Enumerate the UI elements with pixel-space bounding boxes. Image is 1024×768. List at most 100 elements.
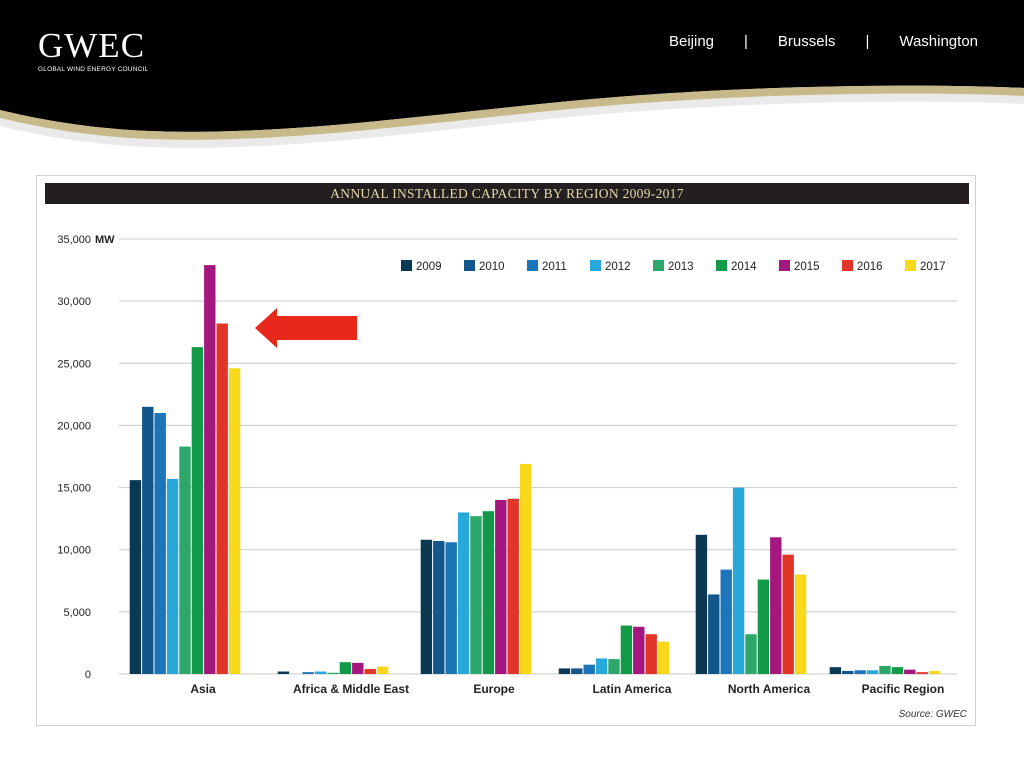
bar-europe-2016 bbox=[507, 498, 519, 674]
chart-panel: ANNUAL INSTALLED CAPACITY BY REGION 2009… bbox=[36, 175, 976, 726]
legend-swatch bbox=[842, 260, 853, 271]
bar-africa-middle-east-2011 bbox=[302, 672, 314, 674]
bar-latin-america-2015 bbox=[633, 626, 645, 674]
bar-chart: 0 5,000 10,000 15,000 20,000 25,000 30,000 35,0… bbox=[57, 234, 957, 696]
bar-asia-2016 bbox=[216, 323, 228, 674]
y-tick-label: 15,000 bbox=[57, 483, 91, 495]
bar-latin-america-2013 bbox=[608, 659, 620, 674]
bar-pacific-region-2009 bbox=[829, 667, 842, 674]
legend-label: 2016 bbox=[857, 261, 883, 273]
legend-label: 2017 bbox=[920, 261, 946, 273]
nav-item-brussels[interactable]: Brussels bbox=[777, 33, 836, 50]
bar-europe-2013 bbox=[470, 516, 482, 674]
bar-asia-2017 bbox=[228, 368, 241, 674]
legend-swatch bbox=[905, 260, 916, 271]
bar-north-america-2013 bbox=[745, 634, 757, 674]
y-tick-label: 5,000 bbox=[63, 607, 91, 619]
bar-asia-2010 bbox=[142, 406, 154, 674]
legend-label: 2011 bbox=[542, 261, 567, 273]
y-tick-label: 25,000 bbox=[57, 358, 91, 370]
x-category-label: North America bbox=[728, 682, 811, 696]
bar-africa-middle-east-2009 bbox=[277, 671, 290, 674]
bar-africa-middle-east-2012 bbox=[314, 671, 327, 674]
legend-swatch bbox=[653, 260, 664, 271]
nav-separator: | bbox=[744, 33, 748, 50]
bar-europe-2012 bbox=[457, 512, 470, 674]
legend-swatch bbox=[716, 260, 727, 271]
bar-north-america-2015 bbox=[770, 537, 782, 674]
bar-europe-2011 bbox=[445, 542, 457, 674]
legend-label: 2014 bbox=[731, 261, 757, 273]
x-category-label: Africa & Middle East bbox=[293, 682, 409, 696]
y-tick-label: 20,000 bbox=[57, 420, 91, 432]
x-category-label: Pacific Region bbox=[862, 682, 945, 696]
bar-pacific-region-2013 bbox=[879, 665, 891, 674]
bar-africa-middle-east-2015 bbox=[352, 662, 364, 674]
bar-north-america-2016 bbox=[782, 554, 794, 674]
bar-pacific-region-2014 bbox=[891, 667, 904, 674]
nav-item-washington[interactable]: Washington bbox=[899, 33, 978, 50]
legend-swatch bbox=[401, 260, 412, 271]
y-tick-label: 30,000 bbox=[57, 296, 91, 308]
bar-latin-america-2011 bbox=[583, 664, 595, 674]
y-tick-label: 10,000 bbox=[57, 545, 91, 557]
y-axis-unit: MW bbox=[95, 234, 115, 246]
bar-latin-america-2010 bbox=[571, 668, 583, 674]
bar-pacific-region-2017 bbox=[928, 670, 941, 674]
legend-label: 2015 bbox=[794, 261, 820, 273]
bar-europe-2014 bbox=[482, 511, 495, 674]
bar-north-america-2012 bbox=[732, 487, 745, 674]
y-tick-label: 0 bbox=[85, 669, 91, 681]
bar-north-america-2011 bbox=[720, 569, 732, 674]
logo-wordmark: GWEC bbox=[38, 26, 146, 65]
legend-swatch bbox=[590, 260, 601, 271]
bar-europe-2009 bbox=[420, 539, 433, 674]
bar-pacific-region-2012 bbox=[866, 670, 879, 674]
bar-latin-america-2012 bbox=[595, 658, 608, 674]
bar-north-america-2010 bbox=[708, 594, 720, 674]
logo-subtitle: GLOBAL WIND ENERGY COUNCIL bbox=[38, 66, 149, 73]
bar-africa-middle-east-2017 bbox=[376, 666, 389, 674]
x-category-label: Europe bbox=[473, 682, 515, 696]
header-banner bbox=[0, 0, 1024, 148]
bar-africa-middle-east-2013 bbox=[327, 672, 339, 674]
legend-swatch bbox=[527, 260, 538, 271]
office-locations-nav: Beijing | Brussels | Washington bbox=[669, 33, 978, 50]
legend-swatch bbox=[464, 260, 475, 271]
legend-label: 2009 bbox=[416, 261, 442, 273]
bar-pacific-region-2010 bbox=[842, 670, 854, 674]
bar-latin-america-2017 bbox=[657, 641, 670, 674]
legend-label: 2010 bbox=[479, 261, 505, 273]
bar-north-america-2014 bbox=[757, 579, 770, 674]
bar-pacific-region-2015 bbox=[904, 669, 916, 674]
gwec-logo[interactable]: GWEC GLOBAL WIND ENERGY COUNCIL bbox=[38, 26, 149, 74]
y-tick-label: 35,000 bbox=[57, 234, 91, 246]
x-category-label: Latin America bbox=[593, 682, 672, 696]
bar-asia-2011 bbox=[154, 413, 166, 674]
legend-label: 2013 bbox=[668, 261, 694, 273]
bar-latin-america-2009 bbox=[558, 668, 571, 674]
chart-source: Source: GWEC bbox=[898, 709, 967, 720]
bar-latin-america-2014 bbox=[620, 625, 633, 674]
x-category-label: Asia bbox=[190, 682, 216, 696]
chart-title: ANNUAL INSTALLED CAPACITY BY REGION 2009… bbox=[45, 183, 969, 204]
bar-pacific-region-2011 bbox=[854, 670, 866, 674]
legend-swatch bbox=[779, 260, 790, 271]
nav-separator: | bbox=[865, 33, 870, 50]
bar-europe-2017 bbox=[519, 463, 532, 674]
bar-europe-2015 bbox=[495, 500, 507, 674]
legend-label: 2012 bbox=[605, 261, 631, 273]
bar-asia-2015 bbox=[204, 265, 216, 674]
bar-latin-america-2016 bbox=[645, 634, 657, 674]
bar-asia-2009 bbox=[129, 480, 142, 674]
nav-item-beijing[interactable]: Beijing bbox=[668, 33, 714, 50]
bar-pacific-region-2016 bbox=[916, 672, 928, 674]
bar-africa-middle-east-2016 bbox=[364, 669, 376, 674]
bar-asia-2014 bbox=[191, 347, 204, 674]
red-arrow-annotation bbox=[255, 308, 357, 348]
bar-asia-2013 bbox=[179, 446, 191, 674]
bar-north-america-2017 bbox=[794, 574, 807, 674]
bar-north-america-2009 bbox=[695, 534, 708, 674]
bar-africa-middle-east-2014 bbox=[339, 662, 352, 674]
bar-europe-2010 bbox=[433, 541, 445, 674]
